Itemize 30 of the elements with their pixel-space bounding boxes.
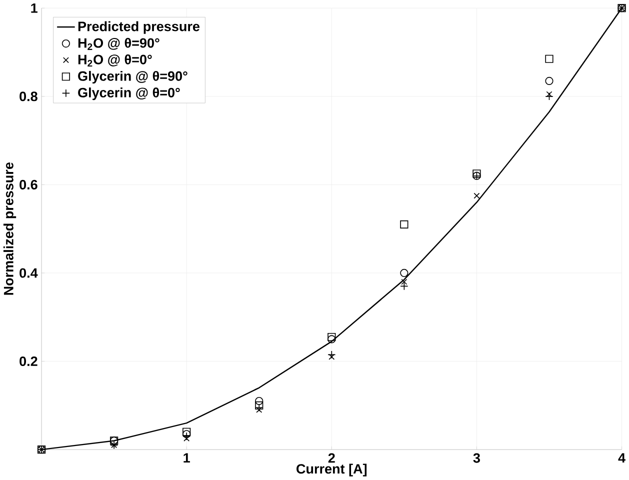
- point: [546, 91, 552, 98]
- point: [255, 397, 264, 406]
- point: [328, 335, 336, 344]
- point: [545, 54, 554, 64]
- x-tick-label: 3: [473, 453, 480, 463]
- y-tick-label: 0.2: [20, 356, 38, 366]
- x-axis-title: Current [A]: [296, 464, 367, 476]
- x-tick-label: 4: [618, 453, 626, 463]
- legend-label: Glycerin @ θ=90°: [78, 71, 188, 84]
- point: [328, 333, 336, 342]
- point: [328, 354, 335, 360]
- legend-label: H$_{2}$O @ θ=0°: [78, 54, 152, 67]
- point: [472, 170, 481, 178]
- point: [182, 428, 191, 436]
- point: [400, 220, 408, 229]
- point: [255, 401, 264, 410]
- y-tick-label: 1: [31, 4, 38, 13]
- legend-label: H$_{2}$O @ θ=90°: [78, 38, 160, 50]
- y-tick-label: 0.8: [20, 92, 38, 102]
- legend-label: Glycerin @ θ=0°: [78, 88, 180, 100]
- point: [474, 192, 480, 199]
- point: [545, 76, 554, 86]
- x-tick-label: 1: [184, 453, 190, 463]
- y-tick-label: 0.6: [20, 180, 38, 190]
- point: [256, 406, 262, 413]
- y-tick-label: 0.4: [20, 268, 38, 278]
- legend-label: Predicted pressure: [78, 21, 200, 34]
- x-tick-label: 2: [328, 453, 335, 463]
- y-axis-title: Normalized pressure: [3, 162, 16, 295]
- point: [400, 269, 408, 278]
